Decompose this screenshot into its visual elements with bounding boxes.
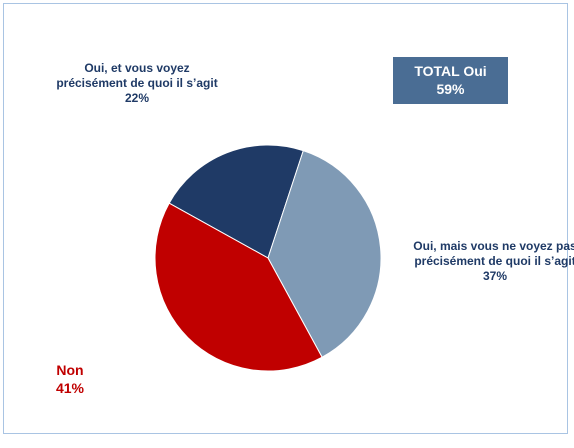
value-label: 41% (55, 380, 85, 396)
slice-label: Oui, mais vous ne voyez pas précisément … (410, 239, 574, 284)
slice-label: Non 41% (20, 361, 120, 397)
total-box: TOTAL Oui 59% (393, 57, 508, 104)
pie-slice (154, 202, 323, 372)
pie-slice (267, 150, 382, 358)
total-value: 59% (436, 81, 465, 97)
value-label: 22% (124, 91, 150, 105)
category-label: Oui, mais vous ne voyez pas précisément … (413, 239, 574, 268)
category-label: Oui, et vous voyez précisément de quoi i… (56, 61, 218, 90)
frame (3, 3, 568, 434)
slice-label: Oui, et vous voyez précisément de quoi i… (52, 61, 222, 106)
pie-slice (168, 144, 304, 259)
total-title: TOTAL Oui (414, 63, 487, 79)
category-label: Non (56, 362, 84, 378)
value-label: 37% (482, 269, 508, 283)
